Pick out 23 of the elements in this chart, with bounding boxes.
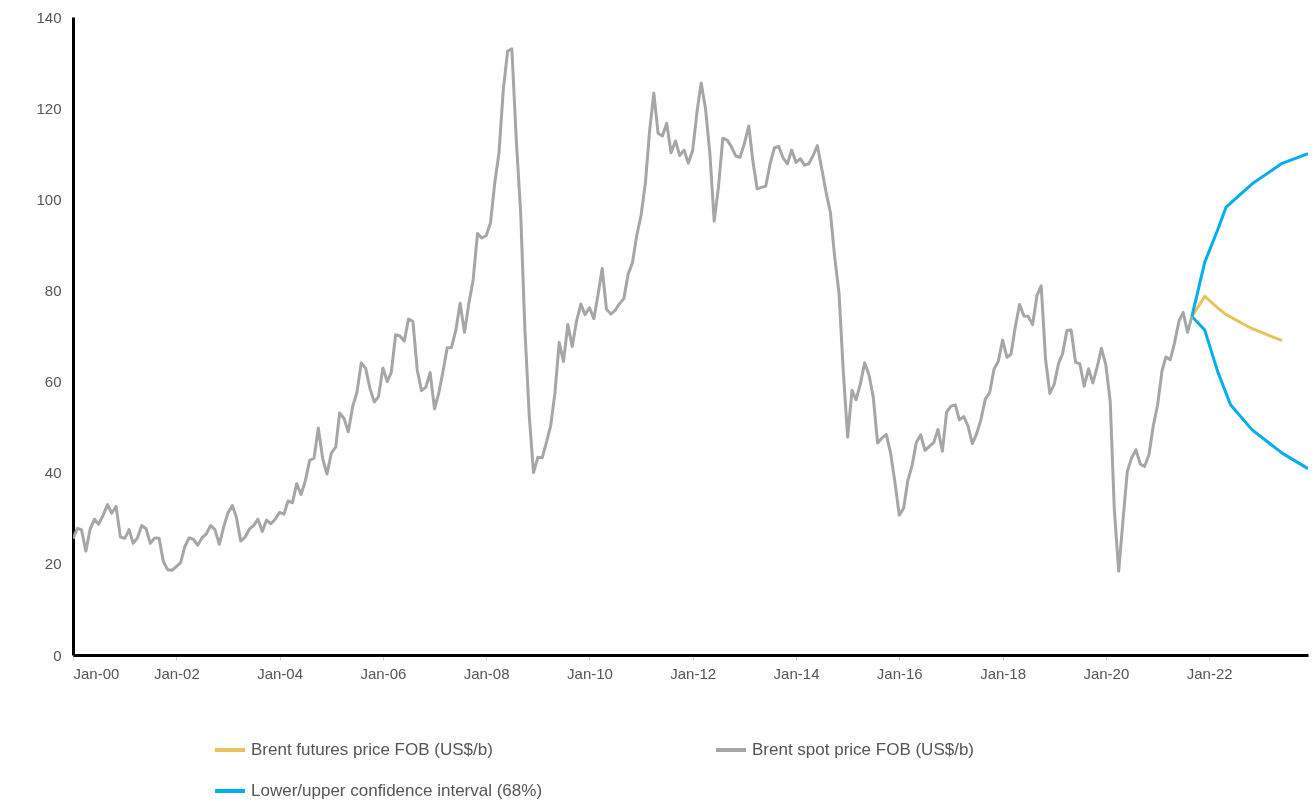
x-tick-label: Jan-22 bbox=[1186, 664, 1233, 682]
legend-label: Brent spot price FOB (US$/b) bbox=[752, 740, 975, 759]
x-tick-label: Jan-14 bbox=[773, 664, 820, 682]
legend-label: Brent futures price FOB (US$/b) bbox=[251, 740, 493, 759]
y-tick-label: 80 bbox=[44, 281, 62, 299]
y-tick-label: 140 bbox=[36, 8, 62, 26]
y-tick-label: 40 bbox=[44, 464, 62, 482]
x-tick-label: Jan-20 bbox=[1083, 664, 1130, 682]
y-tick-label: 0 bbox=[53, 646, 62, 664]
x-tick-label: Jan-08 bbox=[463, 664, 510, 682]
y-tick-label: 20 bbox=[44, 555, 62, 573]
x-tick-label: Jan-10 bbox=[567, 664, 613, 682]
x-tick-label: Jan-00 bbox=[73, 664, 120, 682]
x-tick-label: Jan-06 bbox=[360, 664, 407, 682]
y-tick-label: 60 bbox=[44, 373, 62, 391]
x-tick-label: Jan-02 bbox=[153, 664, 200, 682]
y-tick-label: 120 bbox=[36, 99, 62, 117]
x-tick-label: Jan-18 bbox=[980, 664, 1027, 682]
x-tick-label: Jan-12 bbox=[670, 664, 717, 682]
y-tick-label: 100 bbox=[36, 190, 62, 208]
x-tick-label: Jan-16 bbox=[876, 664, 923, 682]
x-tick-label: Jan-04 bbox=[257, 664, 303, 682]
legend-label: Lower/upper confidence interval (68%) bbox=[251, 781, 543, 800]
